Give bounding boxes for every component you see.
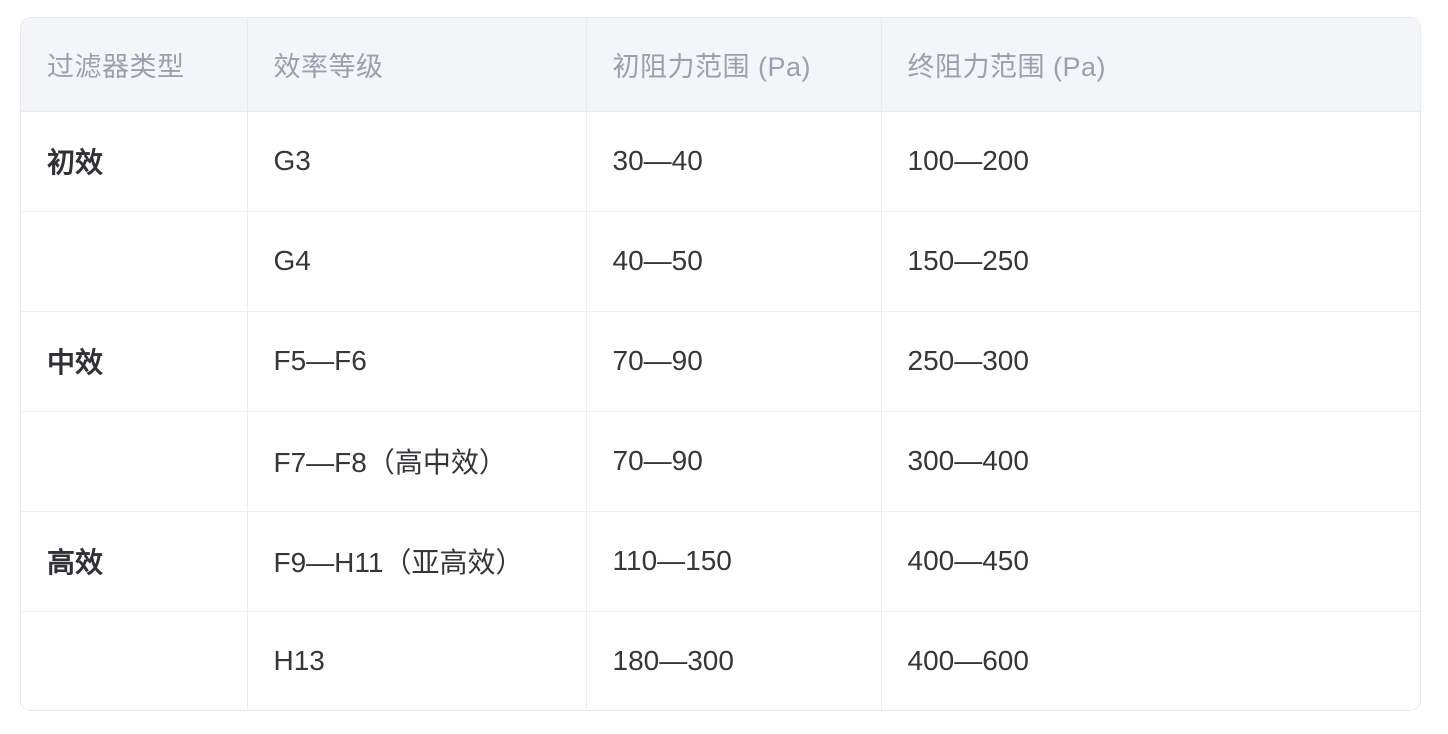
cell-initial-resistance: 110—150 [586, 511, 882, 612]
cell-efficiency-grade: H13 [247, 611, 587, 710]
cell-final-resistance: 400—450 [881, 511, 1420, 612]
cell-final-resistance: 100—200 [881, 111, 1420, 212]
cell-initial-resistance: 70—90 [586, 411, 882, 512]
table-row: F7—F8（高中效） 70—90 300—400 [21, 411, 1420, 512]
column-header-initial-resistance[interactable]: 初阻力范围 (Pa) [586, 18, 882, 112]
cell-initial-resistance: 180—300 [586, 611, 882, 710]
cell-final-resistance: 400—600 [881, 611, 1420, 710]
cell-filter-type [21, 411, 248, 512]
cell-efficiency-grade: F7—F8（高中效） [247, 411, 587, 512]
cell-initial-resistance: 40—50 [586, 211, 882, 312]
table-row: 初效 G3 30—40 100—200 [21, 111, 1420, 212]
column-header-filter-type[interactable]: 过滤器类型 [21, 18, 248, 112]
cell-filter-type: 高效 [21, 511, 248, 612]
cell-efficiency-grade: G4 [247, 211, 587, 312]
cell-initial-resistance: 70—90 [586, 311, 882, 412]
cell-filter-type: 中效 [21, 311, 248, 412]
cell-final-resistance: 250—300 [881, 311, 1420, 412]
cell-filter-type [21, 211, 248, 312]
table-header-row: 过滤器类型 效率等级 初阻力范围 (Pa) 终阻力范围 (Pa) [21, 18, 1420, 112]
cell-final-resistance: 300—400 [881, 411, 1420, 512]
cell-efficiency-grade: F9—H11（亚高效） [247, 511, 587, 612]
cell-filter-type [21, 611, 248, 710]
table-row: H13 180—300 400—600 [21, 611, 1420, 710]
table-body: 初效 G3 30—40 100—200 G4 40—50 150—250 中效 … [21, 111, 1420, 710]
cell-final-resistance: 150—250 [881, 211, 1420, 312]
table-row: G4 40—50 150—250 [21, 211, 1420, 312]
spec-table-container: 过滤器类型 效率等级 初阻力范围 (Pa) 终阻力范围 (Pa) 初效 G3 3… [20, 17, 1421, 711]
cell-efficiency-grade: G3 [247, 111, 587, 212]
cell-initial-resistance: 30—40 [586, 111, 882, 212]
cell-filter-type: 初效 [21, 111, 248, 212]
column-header-final-resistance[interactable]: 终阻力范围 (Pa) [881, 18, 1420, 112]
table-row: 中效 F5—F6 70—90 250—300 [21, 311, 1420, 412]
table-header: 过滤器类型 效率等级 初阻力范围 (Pa) 终阻力范围 (Pa) [21, 18, 1420, 112]
column-header-efficiency-grade[interactable]: 效率等级 [247, 18, 587, 112]
filter-resistance-table: 过滤器类型 效率等级 初阻力范围 (Pa) 终阻力范围 (Pa) 初效 G3 3… [21, 18, 1420, 710]
cell-efficiency-grade: F5—F6 [247, 311, 587, 412]
table-row: 高效 F9—H11（亚高效） 110—150 400—450 [21, 511, 1420, 612]
